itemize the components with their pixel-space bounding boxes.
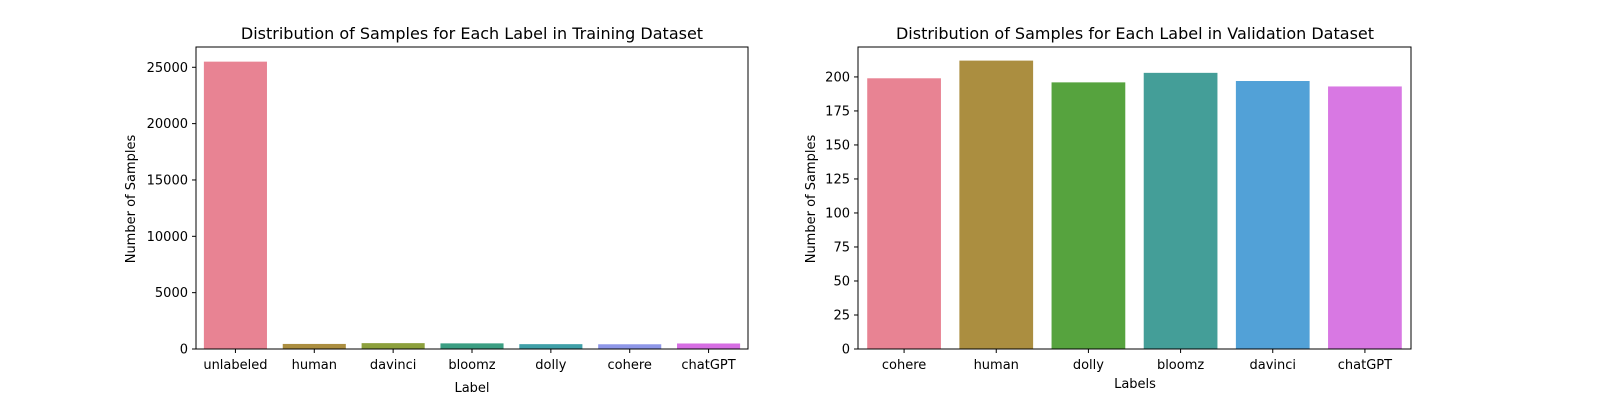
chart-title: Distribution of Samples for Each Label i… [896, 24, 1374, 43]
y-tick-label: 25 [833, 308, 850, 323]
bar-chatGPT [677, 343, 741, 349]
x-tick-label: human [974, 358, 1019, 373]
x-tick-label: chatGPT [1338, 358, 1392, 373]
bar-human [959, 60, 1034, 349]
x-tick-label: bloomz [448, 358, 495, 373]
x-axis-label: Labels [1114, 377, 1156, 392]
y-ticks: 0 5000 10000 15000 20000 25000 [147, 61, 196, 358]
bar-bloomz [440, 343, 504, 349]
y-tick-label: 100 [825, 206, 850, 221]
y-tick-label: 5000 [155, 286, 188, 301]
bar-dolly [519, 344, 583, 349]
x-tick-label: chatGPT [681, 358, 735, 373]
x-ticks: unlabeled human davinci bloomz dolly cohere ch… [203, 349, 736, 373]
y-tick-label: 25000 [147, 61, 188, 76]
bar-cohere [598, 344, 662, 349]
bar-cohere [867, 78, 941, 349]
y-axis-label: Number of Samples [124, 135, 139, 264]
y-tick-label: 15000 [147, 173, 188, 188]
y-tick-label: 0 [180, 343, 188, 358]
y-tick-label: 20000 [147, 117, 188, 132]
bar-chatGPT [1328, 86, 1402, 350]
y-ticks: 0 25 50 75 100 125 150 175 200 [825, 70, 858, 358]
training-chart: Distribution of Samples for Each Label i… [124, 24, 749, 396]
x-tick-label: cohere [608, 358, 652, 373]
y-tick-label: 125 [825, 172, 850, 187]
y-tick-label: 75 [833, 240, 850, 255]
bars [867, 60, 1402, 350]
x-tick-label: unlabeled [203, 358, 267, 373]
x-tick-label: human [292, 358, 337, 373]
chart-title: Distribution of Samples for Each Label i… [241, 24, 703, 43]
x-tick-label: davinci [1249, 358, 1296, 373]
x-tick-label: dolly [535, 358, 566, 373]
bar-davinci [1235, 81, 1310, 350]
y-tick-label: 50 [833, 274, 850, 289]
y-tick-label: 10000 [147, 230, 188, 245]
y-tick-label: 0 [842, 343, 850, 358]
bars [203, 61, 741, 349]
bar-bloomz [1143, 72, 1218, 349]
plot-frame [195, 46, 749, 350]
bar-unlabeled [203, 61, 267, 349]
x-axis-label: Label [454, 381, 489, 396]
x-tick-label: bloomz [1157, 358, 1204, 373]
bar-dolly [1051, 82, 1126, 349]
bar-human [282, 343, 346, 349]
y-tick-label: 175 [825, 104, 850, 119]
plot-frame [857, 46, 1412, 350]
y-tick-label: 200 [825, 70, 850, 85]
x-tick-label: dolly [1073, 358, 1104, 373]
x-ticks: cohere human dolly bloomz davinci chatGPT [882, 349, 1392, 373]
y-tick-label: 150 [825, 138, 850, 153]
x-tick-label: cohere [882, 358, 926, 373]
x-tick-label: davinci [370, 358, 417, 373]
validation-chart: Distribution of Samples for Each Label i… [804, 24, 1412, 392]
bar-davinci [361, 343, 425, 349]
y-axis-label: Number of Samples [804, 135, 819, 264]
